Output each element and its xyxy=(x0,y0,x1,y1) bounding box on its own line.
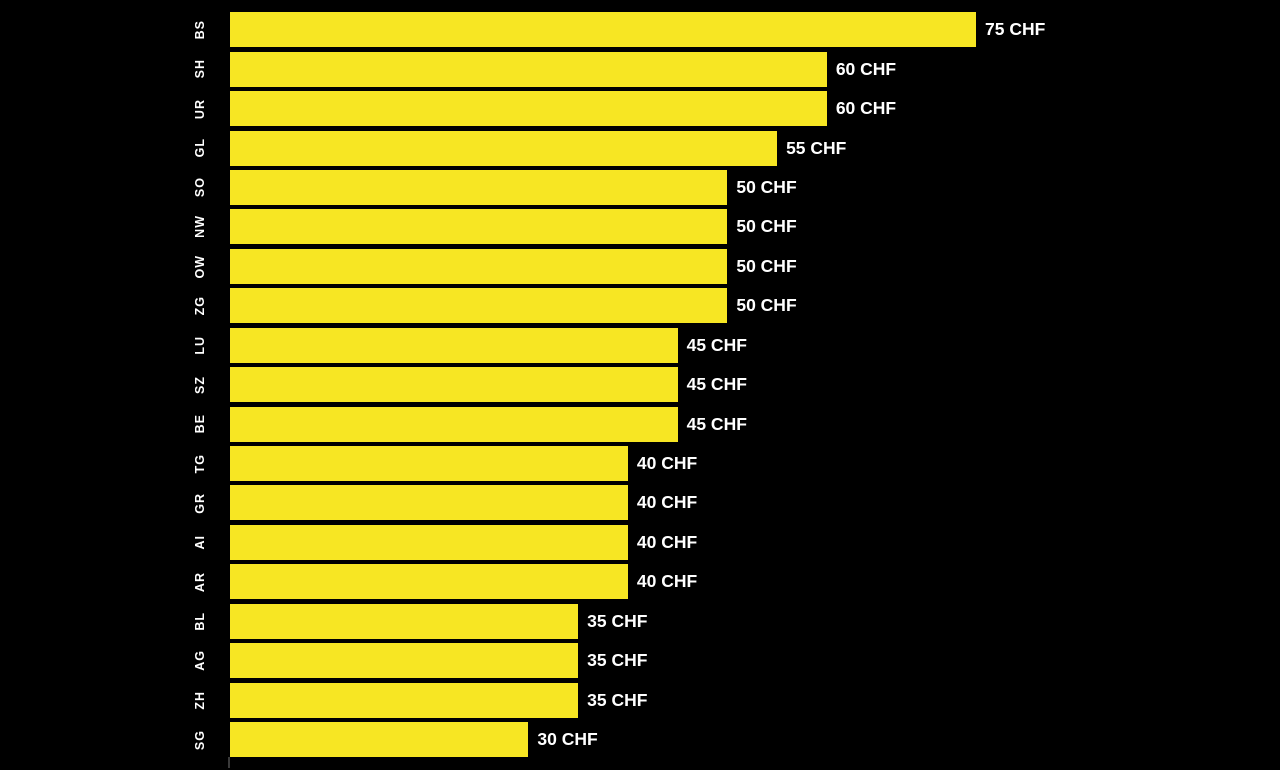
value-label: 40 CHF xyxy=(636,531,698,552)
bar-row: AI 40 CHF xyxy=(0,523,1280,562)
bar-row: BL 35 CHF xyxy=(0,602,1280,641)
bar xyxy=(230,643,579,679)
value-label: 35 CHF xyxy=(587,610,648,631)
category-cell: SH xyxy=(0,59,230,78)
bar xyxy=(230,367,678,403)
value-label: 40 CHF xyxy=(636,571,698,592)
bar xyxy=(230,603,579,639)
bar xyxy=(230,288,728,324)
bar xyxy=(230,51,827,87)
value-label: 50 CHF xyxy=(736,295,797,316)
category-cell: LU xyxy=(0,336,230,355)
value-label: 50 CHF xyxy=(736,216,797,237)
value-label: 45 CHF xyxy=(686,334,747,355)
category-label: AG xyxy=(192,650,207,672)
category-cell: BS xyxy=(0,20,230,39)
bar xyxy=(230,130,778,166)
bar xyxy=(230,91,827,127)
category-cell: ZG xyxy=(0,296,230,315)
bar-row: GL 55 CHF xyxy=(0,128,1280,167)
category-label: SG xyxy=(192,729,207,750)
bar xyxy=(230,485,628,521)
bar xyxy=(230,248,728,284)
category-cell: BE xyxy=(0,414,230,433)
bar-row: SO 50 CHF xyxy=(0,168,1280,207)
category-label: OW xyxy=(192,254,207,279)
bar-row: SH 60 CHF xyxy=(0,49,1280,88)
category-label: NW xyxy=(192,215,207,239)
bar-row: SG 30 CHF xyxy=(0,720,1280,759)
category-cell: AI xyxy=(0,535,230,550)
bar-chart: BS 75 CHF SH 60 CHF UR 60 CHF GL 55 CHF SO 50 CHF… xyxy=(0,10,1280,759)
bar xyxy=(230,524,628,560)
category-cell: AG xyxy=(0,650,230,671)
category-cell: BL xyxy=(0,612,230,631)
value-label: 60 CHF xyxy=(835,58,897,79)
category-label: LU xyxy=(192,335,207,355)
category-label: ZH xyxy=(192,690,207,710)
category-cell: TG xyxy=(0,454,230,473)
category-cell: OW xyxy=(0,255,230,279)
category-label: GR xyxy=(192,492,207,514)
value-label: 45 CHF xyxy=(686,413,747,434)
bar xyxy=(230,406,678,442)
category-label: AR xyxy=(192,571,207,592)
bar xyxy=(230,209,728,245)
bar-row: BE 45 CHF xyxy=(0,404,1280,443)
bar-row: ZG 50 CHF xyxy=(0,286,1280,325)
value-label: 40 CHF xyxy=(636,492,698,513)
value-label: 30 CHF xyxy=(537,729,598,750)
category-label: TG xyxy=(192,453,207,474)
category-label: AI xyxy=(192,535,207,550)
value-label: 35 CHF xyxy=(587,689,648,710)
category-cell: SG xyxy=(0,730,230,750)
bar-row: AR 40 CHF xyxy=(0,562,1280,601)
category-label: SZ xyxy=(192,375,207,394)
category-cell: UR xyxy=(0,99,230,119)
bar-row: NW 50 CHF xyxy=(0,207,1280,246)
bar xyxy=(230,446,628,482)
bar-row: ZH 35 CHF xyxy=(0,680,1280,719)
category-cell: SZ xyxy=(0,376,230,394)
category-label: BL xyxy=(192,611,207,631)
bar-row: LU 45 CHF xyxy=(0,326,1280,365)
bar xyxy=(230,169,728,205)
bar-row: UR 60 CHF xyxy=(0,89,1280,128)
bar xyxy=(230,12,977,48)
bar-row: SZ 45 CHF xyxy=(0,365,1280,404)
value-label: 50 CHF xyxy=(736,176,797,197)
value-label: 55 CHF xyxy=(786,137,847,158)
category-label: SO xyxy=(192,177,207,198)
value-label: 60 CHF xyxy=(835,98,897,119)
category-label: BS xyxy=(192,20,207,40)
category-label: UR xyxy=(192,98,207,119)
value-label: 40 CHF xyxy=(636,453,698,474)
bar-row: TG 40 CHF xyxy=(0,444,1280,483)
category-cell: GL xyxy=(0,138,230,157)
category-label: GL xyxy=(192,138,207,158)
bar xyxy=(230,722,529,758)
category-label: SH xyxy=(192,59,207,79)
bar xyxy=(230,682,579,718)
category-cell: SO xyxy=(0,177,230,197)
bar-row: GR 40 CHF xyxy=(0,483,1280,522)
category-cell: GR xyxy=(0,493,230,514)
bar xyxy=(230,564,628,600)
x-axis-tick xyxy=(228,757,230,768)
bar-row: BS 75 CHF xyxy=(0,10,1280,49)
value-label: 45 CHF xyxy=(686,374,747,395)
value-label: 75 CHF xyxy=(985,19,1046,40)
bar xyxy=(230,327,678,363)
value-label: 35 CHF xyxy=(587,650,648,671)
bar-row: AG 35 CHF xyxy=(0,641,1280,680)
category-label: ZG xyxy=(192,296,207,316)
category-cell: ZH xyxy=(0,691,230,710)
category-cell: AR xyxy=(0,572,230,592)
value-label: 50 CHF xyxy=(736,255,797,276)
bar-row: OW 50 CHF xyxy=(0,247,1280,286)
category-cell: NW xyxy=(0,215,230,238)
category-label: BE xyxy=(192,414,207,434)
